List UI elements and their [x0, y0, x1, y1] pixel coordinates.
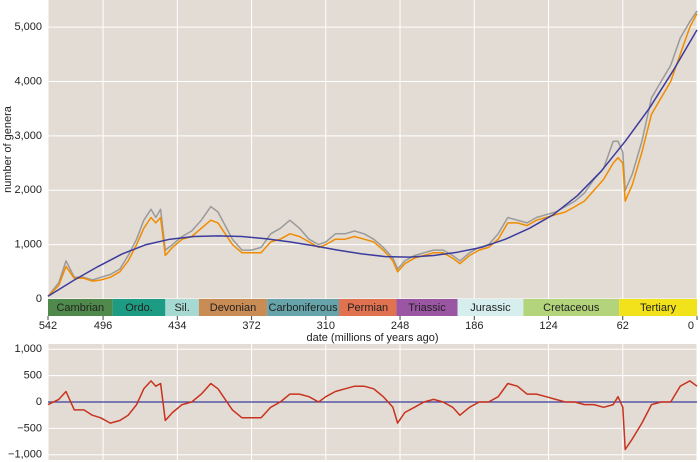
x-tick-label: 542 [39, 320, 57, 332]
x-tick-label: 186 [465, 320, 483, 332]
period-label: Jurassic [470, 302, 511, 314]
y-tick-label: −500 [17, 422, 42, 434]
plot-area [48, 0, 697, 299]
y-tick-label: 4,000 [14, 75, 42, 87]
period-band [198, 299, 268, 316]
x-tick-label: 62 [617, 320, 629, 332]
y-tick-label: 1,000 [14, 343, 42, 355]
period-band [338, 299, 397, 316]
data-line [47, 13, 698, 297]
x-axis-label: date (millions of years ago) [306, 332, 438, 344]
y-tick-label: 2,000 [14, 184, 42, 196]
period-label: Cambrian [56, 302, 104, 314]
x-tick-label: 434 [168, 320, 186, 332]
period-label: Carboniferous [269, 302, 339, 314]
period-label: Cretaceous [543, 302, 600, 314]
period-band [523, 299, 620, 316]
x-tick-label: 248 [391, 320, 409, 332]
y-tick-label: 5,000 [14, 21, 42, 33]
y-tick-label: 3,000 [14, 130, 42, 142]
period-band [619, 299, 697, 316]
y-tick-label: 500 [24, 370, 42, 382]
period-band [165, 299, 199, 316]
period-band [396, 299, 458, 316]
period-band [112, 299, 166, 316]
x-tick-label: 372 [242, 320, 260, 332]
x-tick-label: 496 [94, 320, 112, 332]
y-tick-label: 0 [36, 396, 42, 408]
period-label: Devonian [210, 302, 256, 314]
x-tick-label: 0 [688, 320, 694, 332]
period-band [48, 299, 113, 316]
y-tick-label: 1,000 [14, 239, 42, 251]
period-label: Permian [347, 302, 388, 314]
y-tick-label: −1,000 [8, 449, 42, 461]
period-label: Ordo. [125, 302, 153, 314]
period-label: Triassic [408, 302, 446, 314]
period-label: Sil. [174, 302, 189, 314]
data-line [47, 29, 698, 297]
y-tick-label: 0 [36, 293, 42, 305]
period-band [267, 299, 339, 316]
data-line [47, 380, 698, 451]
x-tick-label: 124 [539, 320, 557, 332]
period-band [457, 299, 524, 316]
y-axis-label: number of genera [2, 105, 14, 193]
period-label: Tertiary [640, 302, 677, 314]
x-tick-label: 310 [317, 320, 335, 332]
